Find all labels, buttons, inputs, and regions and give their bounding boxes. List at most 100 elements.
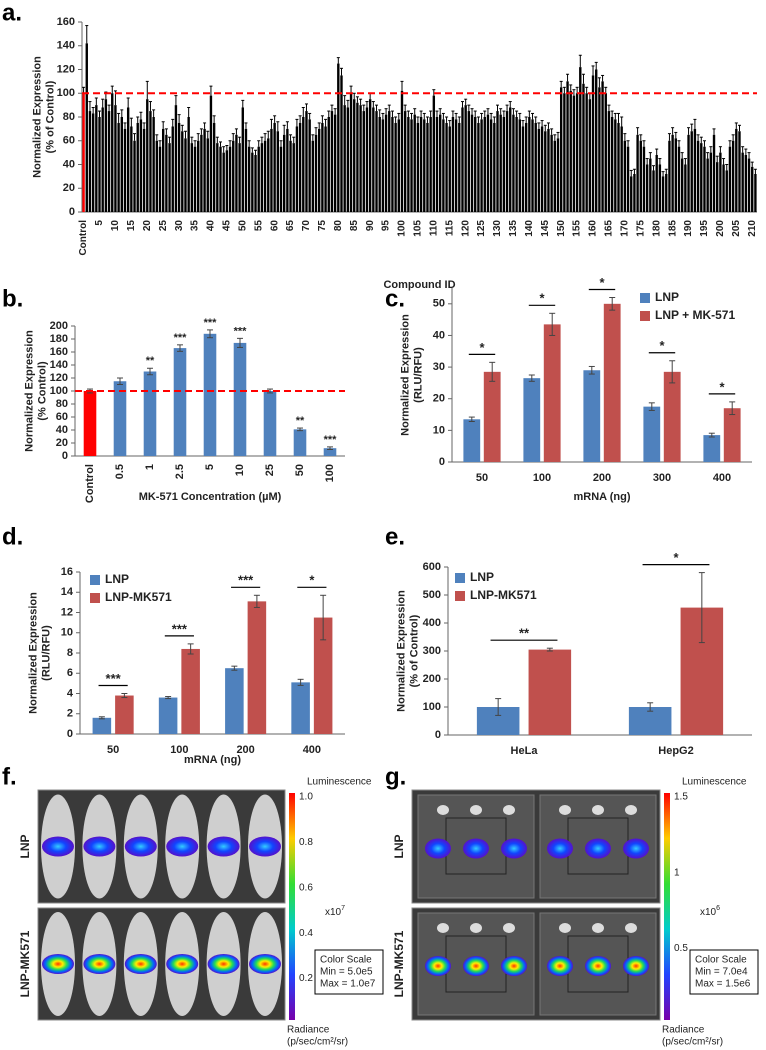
error-bar (511, 108, 515, 115)
legend-label: LNP + MK-571 (655, 308, 735, 322)
error-bar (231, 133, 235, 141)
error-bar (355, 96, 359, 103)
bar (308, 119, 311, 212)
organ-signal (585, 838, 611, 859)
y-axis-label: (RLU/RFU) (40, 625, 52, 681)
y-tick-label: 6 (67, 667, 73, 679)
error-bar (285, 121, 289, 129)
x-tick-label: Control (84, 464, 96, 503)
color-scale-text: Color Scale (320, 955, 372, 966)
error-bar (152, 109, 156, 117)
organ (437, 805, 449, 815)
bar (143, 371, 157, 456)
signal (83, 954, 116, 974)
bar (291, 682, 310, 734)
error-bar (556, 131, 560, 139)
bar (146, 99, 149, 212)
bar (206, 138, 209, 212)
bar (499, 114, 502, 212)
error-bar (435, 110, 439, 117)
y-tick-label: 20 (433, 393, 445, 405)
organ-signal (463, 956, 489, 976)
error-bar (445, 116, 449, 123)
y-tick-label: 100 (57, 87, 75, 99)
bar (113, 381, 127, 456)
error-bar (349, 85, 353, 94)
bar (241, 107, 244, 212)
error-bar (549, 312, 556, 336)
x-tick-label: 10 (234, 464, 246, 476)
colorbar-tick: 0.8 (299, 837, 313, 848)
error-bar (502, 110, 506, 117)
bar (330, 111, 334, 212)
bar (665, 174, 668, 212)
organ (503, 923, 515, 933)
bar (502, 117, 506, 212)
bar (470, 114, 474, 212)
x-tick-label: 400 (713, 472, 731, 484)
error-bar (241, 99, 245, 108)
bar (318, 128, 321, 212)
bar (270, 128, 273, 212)
y-tick-label: 60 (63, 135, 75, 147)
y-tick-label: 0 (67, 728, 73, 740)
error-bar (674, 131, 678, 139)
error-bar (642, 140, 646, 147)
colorbar-tick: 0.4 (299, 928, 313, 939)
error-bar (267, 388, 273, 394)
y-tick-label: 4 (67, 687, 74, 699)
bar (257, 146, 260, 212)
x-tick-label: 50 (107, 744, 119, 756)
error-bar (613, 112, 617, 120)
bar (684, 164, 687, 212)
error-bar (531, 112, 535, 120)
bar (225, 150, 229, 212)
x-tick-label: HeLa (511, 745, 539, 757)
legend-swatch (455, 591, 465, 601)
error-bar (741, 146, 745, 153)
bar (690, 131, 693, 212)
x-tick-label: Control (78, 220, 89, 256)
bar (126, 107, 130, 212)
x-tick-label: 80 (333, 220, 344, 232)
color-scale-text: Color Scale (695, 955, 747, 966)
bar (463, 419, 481, 462)
bar (305, 111, 308, 212)
bar (222, 152, 225, 212)
error-bar (266, 130, 270, 139)
bar (346, 107, 350, 212)
bar (610, 117, 614, 212)
bar (142, 128, 146, 212)
bar (709, 152, 713, 212)
bar (703, 146, 706, 212)
error-bar (454, 112, 458, 120)
error-bar (209, 85, 213, 96)
bar (712, 134, 716, 212)
bar (83, 391, 97, 456)
bar (591, 75, 595, 212)
error-bar (123, 122, 127, 129)
bar (161, 128, 165, 212)
bar (362, 111, 365, 212)
bar (531, 119, 534, 212)
bar (668, 140, 671, 212)
error-bar (546, 647, 553, 652)
x-tick-label: 5 (204, 464, 216, 470)
error-bar (327, 110, 331, 117)
organ (559, 805, 571, 815)
error-bar (297, 427, 303, 432)
error-bar (199, 128, 203, 135)
signal (124, 836, 157, 857)
bar (630, 176, 633, 212)
error-bar (696, 134, 700, 141)
bar (375, 111, 378, 212)
x-tick-label: 100 (397, 220, 408, 237)
bar (397, 119, 400, 212)
bar (247, 601, 267, 734)
error-bar (661, 171, 665, 177)
bar (735, 128, 738, 212)
organ-signal (425, 838, 451, 859)
error-bar (234, 128, 238, 135)
bar (655, 155, 658, 212)
x-tick-label: 100 (170, 744, 188, 756)
